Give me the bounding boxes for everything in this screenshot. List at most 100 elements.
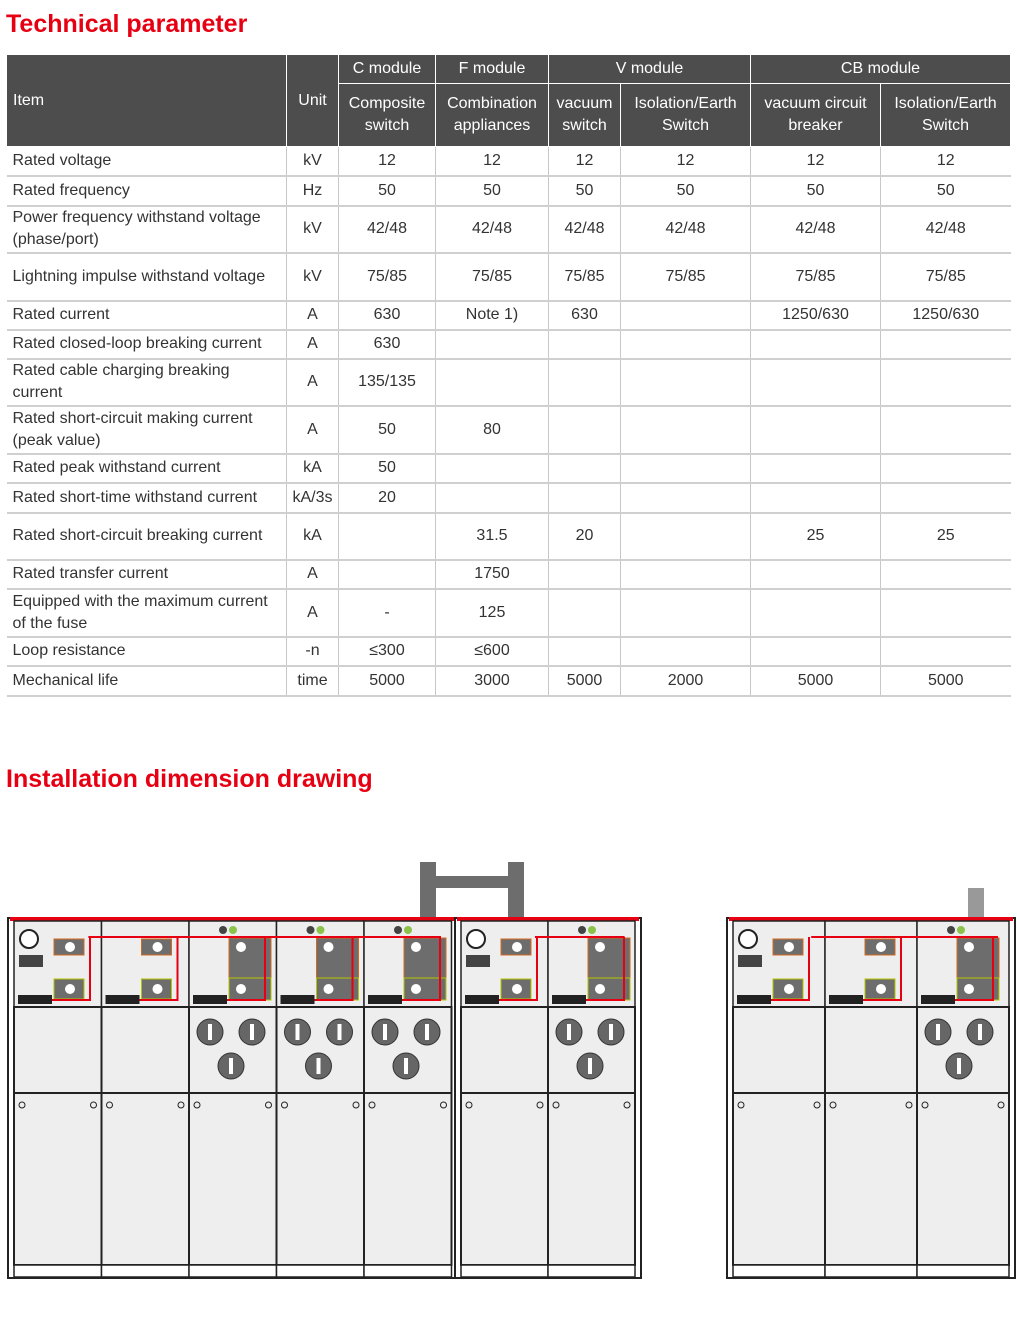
row-unit: Hz (286, 175, 339, 207)
header-item: Item (6, 54, 287, 147)
row-value (548, 405, 621, 455)
panel-base (732, 1264, 826, 1278)
panel-base (100, 1264, 190, 1278)
row-item: Equipped with the maximum current of the… (6, 588, 287, 638)
row-value: 75/85 (338, 252, 436, 302)
fuse-symbol (337, 1024, 342, 1040)
operating-hole (595, 942, 605, 952)
table-row: Lightning impulse withstand voltage kV 75/… (6, 252, 1011, 302)
circuit-line (586, 937, 625, 1001)
row-value: 5000 (548, 665, 621, 697)
row-item: Rated voltage (6, 146, 287, 177)
circuit-line (139, 937, 179, 1001)
fuse-symbol (588, 1058, 592, 1074)
screw (552, 1101, 560, 1109)
busbar-left (420, 862, 436, 918)
indicator-lamp (947, 926, 955, 934)
row-value: 75/85 (750, 252, 881, 302)
row-value (548, 329, 621, 360)
row-value: ≤300 (338, 636, 436, 667)
row-value: 75/85 (620, 252, 751, 302)
row-item: Lightning impulse withstand voltage (6, 252, 287, 302)
technical-parameter-title: Technical parameter (6, 10, 248, 38)
row-value: 630 (548, 300, 621, 331)
panel-bottom (824, 1092, 918, 1266)
row-value: 1750 (435, 559, 549, 590)
screw (536, 1101, 544, 1109)
row-value: 1250/630 (880, 300, 1011, 331)
panel-middle (13, 1006, 103, 1094)
row-value: 75/85 (880, 252, 1011, 302)
row-value: 20 (548, 512, 621, 561)
indicator-lamp (316, 926, 325, 934)
circuit-line (955, 937, 994, 1001)
screw (265, 1101, 272, 1109)
row-value (880, 559, 1011, 590)
row-value: 50 (750, 175, 881, 207)
panel-middle (460, 1006, 549, 1094)
table-row: Rated frequency Hz 50 50 50 50 50 50 (6, 175, 1011, 207)
panel-middle (824, 1006, 918, 1094)
row-value: 50 (620, 175, 751, 207)
operating-hole (876, 984, 886, 994)
header-unit: Unit (286, 54, 339, 147)
row-value (620, 453, 751, 484)
subheader: Isolation/Earth Switch (880, 83, 1011, 147)
row-value: 1250/630 (750, 300, 881, 331)
header-group: CB module (750, 54, 1011, 84)
indicator-strip (280, 995, 315, 1004)
screw (997, 1101, 1005, 1109)
screw (106, 1101, 113, 1109)
row-value (750, 588, 881, 638)
row-value: 2000 (620, 665, 751, 697)
circuit-line (314, 937, 354, 1001)
row-value (435, 453, 549, 484)
row-value: 12 (548, 146, 621, 177)
header-group: C module (338, 54, 436, 84)
operating-hole (236, 942, 246, 952)
row-value: ≤600 (435, 636, 549, 667)
circuit-line (227, 937, 266, 1001)
screw (193, 1101, 201, 1109)
gauge-icon (738, 929, 758, 949)
operating-hole (595, 984, 605, 994)
row-value (435, 329, 549, 360)
fuse-symbol (208, 1024, 212, 1040)
operating-hole (784, 942, 794, 952)
operating-hole (65, 984, 75, 994)
row-value: 12 (435, 146, 549, 177)
installation-drawing-title: Installation dimension drawing (6, 765, 373, 793)
row-value: 42/48 (750, 205, 881, 254)
screw (905, 1101, 913, 1109)
panel-base (363, 1264, 453, 1278)
row-value (880, 329, 1011, 360)
row-unit: kA (286, 453, 339, 484)
indicator-lamp (588, 926, 596, 934)
row-value: 42/48 (548, 205, 621, 254)
panel-bottom (13, 1092, 103, 1266)
table-row: Rated short-circuit making current (peak… (6, 405, 1011, 455)
panel-base (13, 1264, 103, 1278)
header-group: V module (548, 54, 751, 84)
subheader: Composite switch (338, 83, 436, 147)
row-value (548, 453, 621, 484)
subheader: Isolation/Earth Switch (620, 83, 751, 147)
operating-hole (964, 984, 974, 994)
panel-base (460, 1264, 549, 1278)
row-value: 75/85 (435, 252, 549, 302)
operating-hole (876, 942, 886, 952)
operating-hole (65, 942, 75, 952)
screw (465, 1101, 473, 1109)
indicator-strip (368, 995, 402, 1004)
panel-base (188, 1264, 278, 1278)
row-value: 50 (435, 175, 549, 207)
row-unit: kA (286, 512, 339, 561)
fuse-symbol (383, 1024, 387, 1040)
row-unit: A (286, 300, 339, 331)
row-value: 5000 (750, 665, 881, 697)
technical-parameter-table: Item Unit C module F module V module CB … (6, 54, 1011, 697)
operating-hole (512, 942, 522, 952)
operating-hole (323, 984, 334, 994)
panel-bottom (188, 1092, 278, 1266)
screw (829, 1101, 837, 1109)
